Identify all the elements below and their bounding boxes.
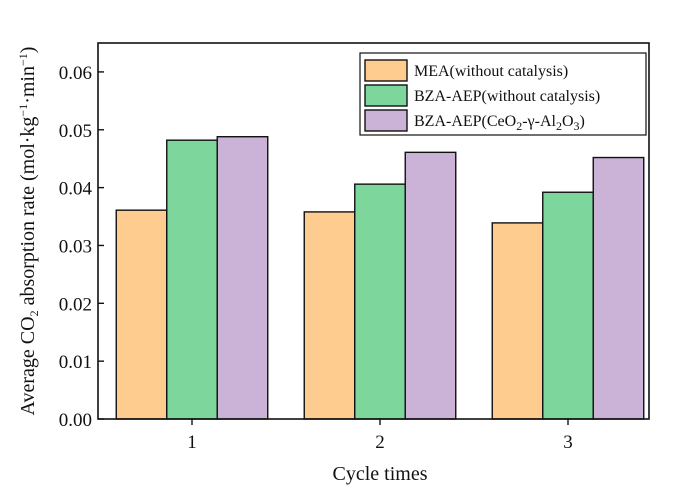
- text-part: Average CO: [17, 316, 39, 415]
- text-part: −1: [16, 53, 30, 66]
- bar-series-1-cycle-2: [354, 183, 406, 420]
- legend-swatch: [364, 109, 408, 132]
- text-part: 2: [556, 119, 562, 133]
- text-part: MEA(without catalysis): [414, 63, 568, 80]
- y-tick-label: 0.01: [59, 352, 92, 373]
- text-part: −1: [16, 104, 30, 117]
- bar-series-2-cycle-1: [216, 136, 269, 420]
- x-tick-label: 2: [375, 432, 385, 453]
- legend: MEA(without catalysis) BZA-AEP(without ca…: [359, 52, 647, 136]
- y-axis-title: Average CO2 absorption rate (mol·kg−1·mi…: [16, 47, 41, 416]
- legend-label: BZA-AEP(without catalysis): [414, 88, 600, 105]
- bar-series-1-cycle-3: [542, 191, 594, 420]
- text-part: 2: [516, 119, 522, 133]
- text-part: absorption rate (mol·kg: [17, 117, 39, 311]
- bar-series-0-cycle-3: [491, 222, 544, 420]
- y-tick-label: 0.00: [59, 410, 92, 431]
- text-part: BZA-AEP(CeO: [414, 113, 516, 130]
- bar-series-1-cycle-1: [166, 139, 218, 420]
- text-part: ): [580, 113, 585, 130]
- bar-series-2-cycle-2: [404, 151, 457, 420]
- bar-series-0-cycle-2: [303, 211, 356, 420]
- legend-label: MEA(without catalysis): [414, 63, 568, 80]
- text-part: 3: [574, 119, 580, 133]
- text-part: O: [562, 113, 574, 130]
- x-tick-label: 3: [563, 432, 573, 453]
- y-tick-label: 0.06: [59, 63, 92, 84]
- x-axis-title: Cycle times: [333, 463, 428, 485]
- y-tick-label: 0.05: [59, 121, 92, 142]
- bar-series-2-cycle-3: [592, 156, 645, 420]
- text-part: -γ-Al: [522, 113, 556, 130]
- y-axis: 0.00 0.01 0.02 0.03 0.04 0.05 0.06: [59, 63, 104, 431]
- text-part: BZA-AEP(without catalysis): [414, 88, 600, 105]
- x-tick-label: 1: [187, 432, 197, 453]
- y-tick-label: 0.04: [59, 179, 93, 200]
- x-axis: 1 2 3: [187, 419, 573, 453]
- y-tick-label: 0.02: [59, 294, 92, 315]
- plot-frame: [97, 42, 650, 420]
- text-part: ): [17, 47, 39, 54]
- legend-swatch: [364, 84, 408, 107]
- bars: [115, 136, 645, 420]
- y-tick-label: 0.03: [59, 236, 92, 257]
- text-part: 2: [27, 310, 41, 316]
- legend-label: BZA-AEP(CeO2-γ-Al2O3): [414, 113, 585, 133]
- legend-swatch: [364, 59, 408, 82]
- bar-series-0-cycle-1: [115, 209, 168, 420]
- text-part: ·min: [17, 66, 39, 104]
